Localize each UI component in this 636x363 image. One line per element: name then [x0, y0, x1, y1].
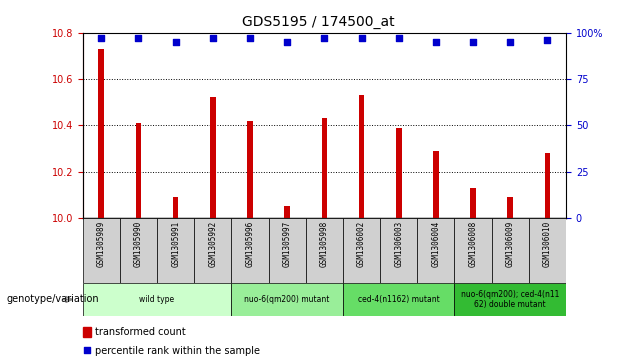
Bar	[544, 153, 550, 218]
Text: percentile rank within the sample: percentile rank within the sample	[95, 346, 259, 356]
Bar	[508, 197, 513, 218]
Text: GSM1305997: GSM1305997	[282, 221, 292, 267]
Bar	[433, 151, 439, 218]
Text: nuo-6(qm200); ced-4(n11
62) double mutant: nuo-6(qm200); ced-4(n11 62) double mutan…	[461, 290, 560, 309]
Text: GSM1305990: GSM1305990	[134, 221, 143, 267]
Text: GSM1306010: GSM1306010	[543, 221, 552, 267]
Bar	[135, 123, 141, 218]
Bar	[232, 283, 343, 316]
Bar	[380, 218, 417, 283]
Bar	[83, 283, 232, 316]
Text: genotype/variation: genotype/variation	[6, 294, 99, 305]
Point	[96, 35, 106, 41]
Bar	[455, 218, 492, 283]
Text: GSM1306002: GSM1306002	[357, 221, 366, 267]
Text: GSM1306003: GSM1306003	[394, 221, 403, 267]
Bar	[343, 283, 455, 316]
Bar	[529, 218, 566, 283]
Bar	[157, 218, 194, 283]
Text: transformed count: transformed count	[95, 327, 186, 337]
Bar	[417, 218, 455, 283]
Bar	[194, 218, 232, 283]
Point	[394, 35, 404, 41]
Text: wild type: wild type	[139, 295, 175, 304]
Bar	[268, 218, 306, 283]
Bar	[99, 49, 104, 218]
Bar	[83, 327, 92, 337]
Text: GSM1305998: GSM1305998	[320, 221, 329, 267]
Text: GSM1306004: GSM1306004	[431, 221, 440, 267]
Bar	[232, 218, 268, 283]
Point	[282, 39, 293, 45]
Bar	[322, 118, 327, 218]
Bar	[343, 218, 380, 283]
Text: nuo-6(qm200) mutant: nuo-6(qm200) mutant	[244, 295, 330, 304]
Text: GSM1305996: GSM1305996	[245, 221, 254, 267]
Point	[431, 39, 441, 45]
Bar	[492, 218, 529, 283]
Bar	[470, 188, 476, 218]
Point	[468, 39, 478, 45]
Bar	[210, 98, 216, 218]
Point	[170, 39, 181, 45]
Text: ced-4(n1162) mutant: ced-4(n1162) mutant	[358, 295, 439, 304]
Text: GSM1306009: GSM1306009	[506, 221, 515, 267]
Bar	[455, 283, 566, 316]
Text: GDS5195 / 174500_at: GDS5195 / 174500_at	[242, 15, 394, 29]
Bar	[83, 218, 120, 283]
Bar	[359, 95, 364, 218]
Bar	[173, 197, 179, 218]
Point	[245, 35, 255, 41]
Bar	[306, 218, 343, 283]
Point	[208, 35, 218, 41]
Text: GSM1305992: GSM1305992	[209, 221, 218, 267]
Point	[82, 347, 92, 353]
Text: GSM1305989: GSM1305989	[97, 221, 106, 267]
Point	[134, 35, 144, 41]
Bar	[120, 218, 157, 283]
Point	[356, 35, 366, 41]
Text: GSM1306008: GSM1306008	[469, 221, 478, 267]
Point	[319, 35, 329, 41]
Bar	[284, 206, 290, 218]
Bar	[396, 127, 401, 218]
Point	[543, 37, 553, 43]
Text: GSM1305991: GSM1305991	[171, 221, 180, 267]
Bar	[247, 121, 252, 218]
Point	[505, 39, 515, 45]
